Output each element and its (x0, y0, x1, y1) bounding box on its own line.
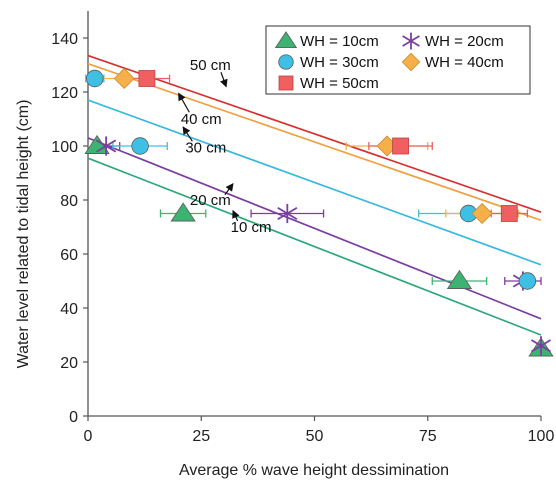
legend: WH = 10cm WH = 20cm WH = 30cm WH = 40cm WH =… (265, 25, 531, 95)
data-point (500, 205, 518, 222)
annotation-arrow (220, 72, 228, 88)
fit-line (87, 99, 542, 266)
legend-label: WH = 40cm (425, 54, 504, 71)
star-stroke (277, 206, 298, 221)
axes: 0 25 50 75 100 0 20 40 60 80 100 120 140 (51, 11, 554, 445)
x-axis-label: Average % wave height dessimination (179, 462, 449, 479)
data-point (471, 203, 493, 224)
fit-line (87, 157, 542, 336)
legend-marker (278, 75, 294, 91)
y-tick-label: 60 (60, 247, 78, 264)
annotation-arrow (178, 92, 190, 113)
y-tick-label: 80 (60, 193, 78, 210)
star-stroke (96, 139, 117, 153)
annotation-arrow (232, 209, 240, 222)
error-bars (85, 74, 542, 285)
annotation-label: 10 cm (231, 219, 272, 236)
y-tick-label: 20 (60, 355, 78, 372)
star-stroke (530, 339, 552, 353)
annotation-label: 40 cm (181, 111, 222, 128)
x-tick-label: 25 (192, 428, 210, 445)
legend-marker (278, 54, 294, 70)
y-tick-label: 40 (60, 301, 78, 318)
y-tick-label: 140 (51, 31, 78, 48)
data-point (530, 336, 552, 356)
data-point (138, 70, 156, 87)
data-point (86, 69, 104, 88)
data-point (277, 203, 298, 224)
fit-line (87, 62, 542, 222)
legend-marker (401, 52, 421, 72)
annotation-label: 20 cm (190, 192, 231, 209)
legend-marker (402, 32, 420, 50)
x-tick-label: 100 (528, 428, 555, 445)
y-axis-label: Water level related to tidal height (cm) (15, 100, 32, 369)
annotation-label: 50 cm (190, 57, 231, 74)
y-tick-label: 0 (69, 409, 78, 426)
y-tick-label: 120 (51, 85, 78, 102)
x-tick-label: 0 (84, 428, 93, 445)
data-point (96, 136, 117, 156)
x-tick-label: 75 (419, 428, 437, 445)
legend-label: WH = 10cm (300, 33, 379, 50)
annotation-arrow (182, 126, 193, 142)
star-stroke (402, 35, 420, 47)
data-point (392, 137, 409, 155)
data-point (113, 68, 135, 89)
fit-lines (87, 54, 542, 336)
data-point (170, 202, 196, 222)
legend-box (265, 25, 531, 95)
annotation-arrow (224, 182, 234, 196)
legend-label: WH = 20cm (425, 33, 504, 50)
data-point (446, 269, 473, 289)
data-markers (84, 68, 554, 357)
legend-marker (274, 31, 298, 49)
fit-line (87, 54, 542, 213)
fit-line (87, 137, 542, 320)
data-point (131, 137, 149, 155)
data-point (518, 272, 537, 290)
annotation-label: 30 cm (185, 139, 226, 156)
legend-label: WH = 50cm (300, 75, 379, 92)
y-tick-label: 100 (51, 139, 78, 156)
x-tick-label: 50 (306, 428, 324, 445)
legend-label: WH = 30cm (300, 54, 379, 71)
